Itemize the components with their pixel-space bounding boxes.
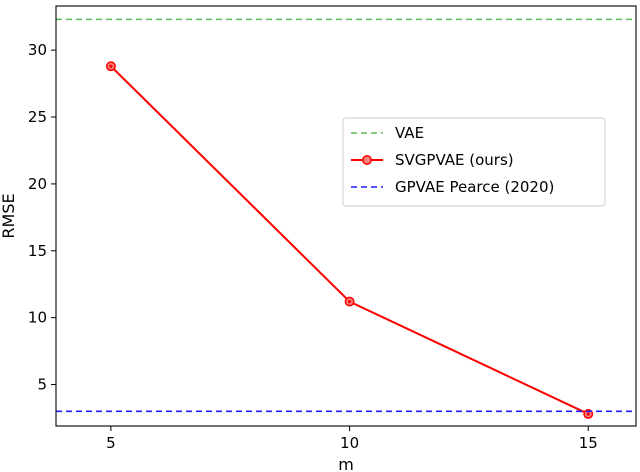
x-axis-title: m bbox=[338, 455, 354, 472]
y-tick-label: 30 bbox=[28, 41, 47, 59]
y-tick-label: 5 bbox=[37, 376, 47, 394]
x-tick-label: 5 bbox=[106, 434, 116, 452]
legend: VAE SVGPVAE (ours) GPVAE Pearce (2020) bbox=[342, 117, 606, 207]
y-axis-title: RMSE bbox=[0, 193, 18, 238]
legend-label: GPVAE Pearce (2020) bbox=[395, 178, 554, 196]
x-tick-label: 10 bbox=[340, 434, 359, 452]
y-axis-ticks: 5 10 15 20 25 30 bbox=[28, 41, 56, 394]
x-axis-ticks: 5 10 15 bbox=[106, 426, 598, 452]
legend-label: SVGPVAE (ours) bbox=[395, 151, 514, 169]
y-tick-label: 25 bbox=[28, 108, 47, 126]
x-tick-label: 15 bbox=[579, 434, 598, 452]
data-point-center bbox=[109, 64, 113, 68]
y-tick-label: 15 bbox=[28, 242, 47, 260]
legend-box bbox=[342, 117, 606, 207]
y-tick-label: 10 bbox=[28, 309, 47, 327]
y-tick-label: 20 bbox=[28, 175, 47, 193]
data-point-center bbox=[347, 300, 352, 304]
legend-label: VAE bbox=[395, 124, 424, 142]
series-layer bbox=[56, 18, 636, 419]
plot-frame bbox=[55, 5, 637, 427]
data-point-center bbox=[586, 412, 590, 416]
legend-marker bbox=[362, 155, 372, 165]
